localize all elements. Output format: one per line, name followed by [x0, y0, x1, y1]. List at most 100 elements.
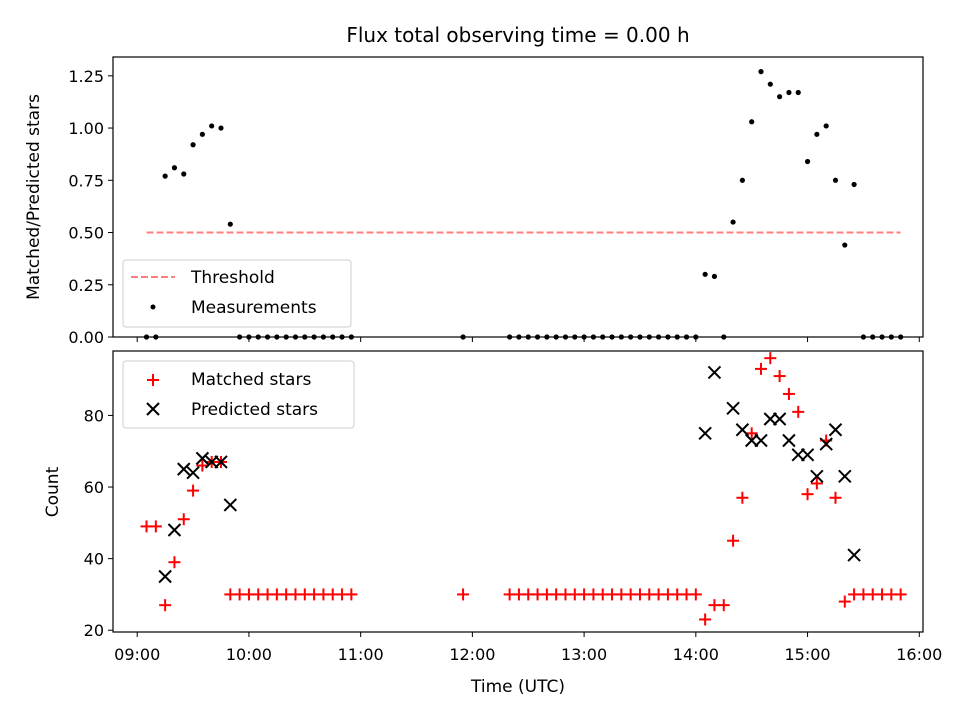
measurement-point: [823, 123, 829, 129]
x-tick-label: 16:00: [896, 645, 942, 664]
x-tick-label: 15:00: [784, 645, 830, 664]
predicted-star-point: [186, 465, 200, 480]
bottom-y-tick-label: 20: [84, 621, 104, 640]
matched-star-point: [801, 488, 814, 501]
top-legend-box: [122, 259, 352, 328]
measurement-point: [758, 69, 764, 75]
top-y-ticks: 0.00 0.25 0.50 0.75 1.00 1.25: [68, 67, 113, 347]
bottom-y-axis-label: Count: [43, 466, 63, 517]
measurement-point: [218, 125, 224, 131]
predicted-star-point: [800, 448, 815, 462]
predicted-stars-legend-label: Predicted stars: [191, 400, 318, 420]
top-legend: Threshold Measurements: [122, 259, 352, 328]
measurement-point: [711, 273, 718, 280]
x-tick-label: 09:00: [114, 645, 160, 664]
predicted-star-point: [177, 462, 191, 476]
matched-star-point: [168, 556, 181, 569]
matched-star-point: [159, 599, 172, 612]
predicted-star-point: [698, 426, 712, 441]
x-tick-label: 14:00: [673, 645, 719, 664]
measurement-point: [209, 123, 215, 129]
x-tick-label: 13:00: [561, 645, 607, 664]
predicted-star-point: [735, 423, 750, 437]
matched-star-point: [345, 588, 358, 601]
top-y-tick-label: 1.25: [68, 67, 104, 86]
measurement-point: [749, 119, 755, 125]
measurement-point: [199, 131, 205, 137]
matched-star-point: [717, 599, 730, 612]
matched-star-point: [689, 588, 702, 601]
top-y-tick-label: 0.25: [68, 276, 104, 295]
measurement-point: [851, 181, 857, 188]
measurement-point: [730, 219, 736, 225]
bottom-legend: Matched stars Predicted stars: [122, 360, 355, 429]
predicted-star-point: [195, 451, 210, 466]
predicted-star-point: [214, 455, 228, 469]
matched-star-point: [196, 459, 209, 472]
top-y-tick-label: 1.00: [68, 119, 104, 138]
top-y-axis-label: Matched/Predicted stars: [24, 94, 44, 300]
matched-star-point: [755, 362, 767, 375]
top-y-tick-label: 0.75: [68, 171, 104, 190]
predicted-star-point: [828, 423, 843, 437]
predicted-star-point: [726, 401, 740, 415]
predicted-star-point: [754, 433, 768, 448]
top-x-ticks: [136, 337, 920, 342]
bottom-y-tick-label: 60: [84, 478, 104, 497]
measurement-point: [804, 158, 811, 165]
matched-star-point: [782, 387, 795, 400]
bottom-axes-frame: [112, 350, 924, 633]
measurement-point: [832, 177, 839, 183]
matched-star-point: [727, 534, 740, 547]
measurement-point: [842, 242, 848, 248]
measurement-point: [181, 171, 187, 177]
measurements-legend-label: Measurements: [191, 298, 317, 318]
measurement-point: [795, 89, 801, 96]
measurement-point: [814, 131, 820, 137]
predicted-star-point: [810, 469, 824, 483]
matched-star-point: [149, 520, 162, 533]
measurement-point: [777, 94, 783, 100]
measurement-point: [171, 165, 178, 171]
predicted-star-point: [707, 365, 722, 380]
matched-star-point: [829, 491, 842, 504]
matched-star-point: [838, 595, 851, 608]
matched-star-point: [187, 484, 200, 497]
matched-star-point: [764, 352, 777, 365]
matched-star-point: [699, 613, 712, 626]
top-y-tick-label: 0.00: [68, 328, 104, 347]
bottom-legend-box: [122, 360, 355, 429]
measurements-legend-swatch: [150, 304, 156, 310]
predicted-star-point: [838, 469, 852, 483]
measurement-point: [786, 89, 792, 96]
predicted-stars-legend-swatch: [146, 402, 160, 416]
matched-star-point: [745, 427, 758, 440]
matched-star-point: [810, 477, 823, 490]
bottom-y-ticks: 20 40 60 80: [84, 406, 113, 640]
top-axes-frame: [112, 56, 924, 338]
matched-star-point: [736, 491, 749, 504]
matched-star-point: [894, 588, 907, 601]
measurement-point: [767, 81, 773, 87]
matched-star-point: [792, 405, 805, 418]
measurement-point: [162, 173, 168, 179]
matched-star-point: [457, 588, 470, 601]
predicted-star-point: [223, 498, 238, 512]
top-y-tick-label: 0.50: [68, 224, 104, 243]
bottom-x-ticks: 09:00 10:00 11:00 12:00 13:00 14:00 15:00 16:00: [114, 632, 942, 664]
x-tick-label: 12:00: [449, 645, 495, 664]
predicted-star-point: [167, 523, 182, 537]
predicted-star-point: [772, 412, 787, 426]
threshold-legend-label: Threshold: [190, 268, 275, 288]
matched-stars-legend-swatch: [147, 374, 159, 386]
predicted-star-point: [847, 548, 861, 562]
measurement-point: [227, 221, 233, 227]
matched-star-point: [177, 513, 190, 526]
matched-star-point: [773, 370, 786, 383]
predicted-star-point: [782, 433, 796, 448]
bottom-y-tick-label: 40: [84, 550, 104, 569]
bottom-y-tick-label: 80: [84, 406, 104, 425]
predicted-star-point: [158, 569, 172, 584]
measurement-point: [739, 177, 745, 183]
